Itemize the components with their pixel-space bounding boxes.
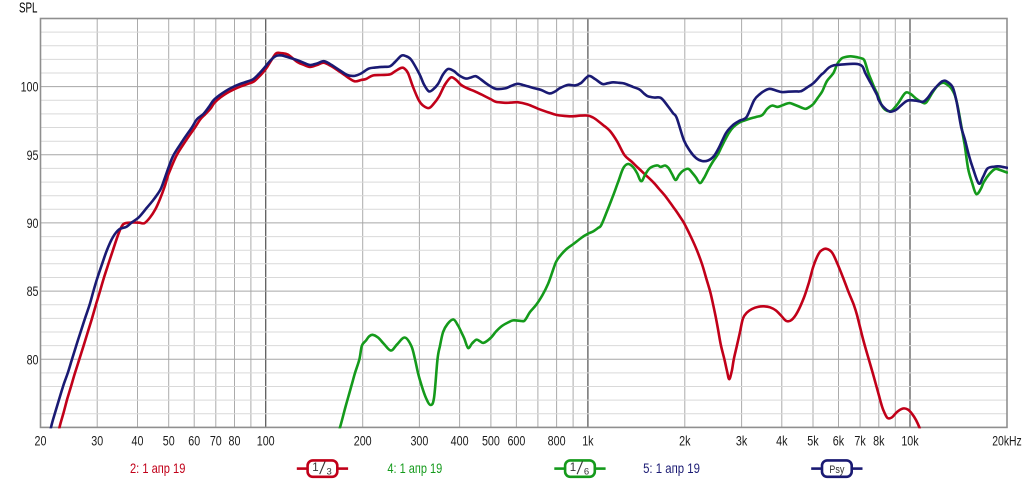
svg-text:4k: 4k <box>776 433 788 448</box>
svg-text:Psy: Psy <box>829 464 845 476</box>
svg-text:8k: 8k <box>873 433 885 448</box>
svg-text:500: 500 <box>482 433 500 448</box>
svg-text:6: 6 <box>584 467 589 478</box>
svg-text:1k: 1k <box>582 433 594 448</box>
svg-text:3: 3 <box>326 467 331 478</box>
svg-text:2: 1 апр 19: 2: 1 апр 19 <box>130 460 186 476</box>
svg-text:800: 800 <box>548 433 566 448</box>
svg-text:6k: 6k <box>833 433 845 448</box>
svg-text:90: 90 <box>27 216 39 231</box>
svg-text:85: 85 <box>27 284 39 299</box>
svg-text:20: 20 <box>35 433 47 448</box>
svg-text:200: 200 <box>354 433 372 448</box>
svg-text:40: 40 <box>132 433 144 448</box>
svg-text:80: 80 <box>229 433 241 448</box>
svg-text:100: 100 <box>21 80 39 95</box>
svg-text:1: 1 <box>570 462 576 474</box>
svg-text:95: 95 <box>27 148 39 163</box>
svg-text:1: 1 <box>312 462 318 474</box>
svg-text:5: 1 апр 19: 5: 1 апр 19 <box>643 460 700 476</box>
svg-text:10k: 10k <box>901 433 919 448</box>
svg-text:7k: 7k <box>854 433 866 448</box>
svg-text:80: 80 <box>27 352 39 367</box>
svg-text:20kHz: 20kHz <box>992 433 1022 448</box>
svg-text:30: 30 <box>91 433 103 448</box>
svg-text:2k: 2k <box>679 433 691 448</box>
svg-text:100: 100 <box>257 433 275 448</box>
svg-text:4: 1 апр 19: 4: 1 апр 19 <box>387 460 442 476</box>
svg-text:600: 600 <box>507 433 525 448</box>
svg-text:70: 70 <box>210 433 222 448</box>
svg-text:300: 300 <box>410 433 428 448</box>
svg-text:5k: 5k <box>807 433 819 448</box>
svg-text:400: 400 <box>451 433 469 448</box>
svg-text:50: 50 <box>163 433 175 448</box>
svg-text:3k: 3k <box>736 433 748 448</box>
svg-text:SPL: SPL <box>19 0 38 16</box>
svg-text:60: 60 <box>188 433 200 448</box>
